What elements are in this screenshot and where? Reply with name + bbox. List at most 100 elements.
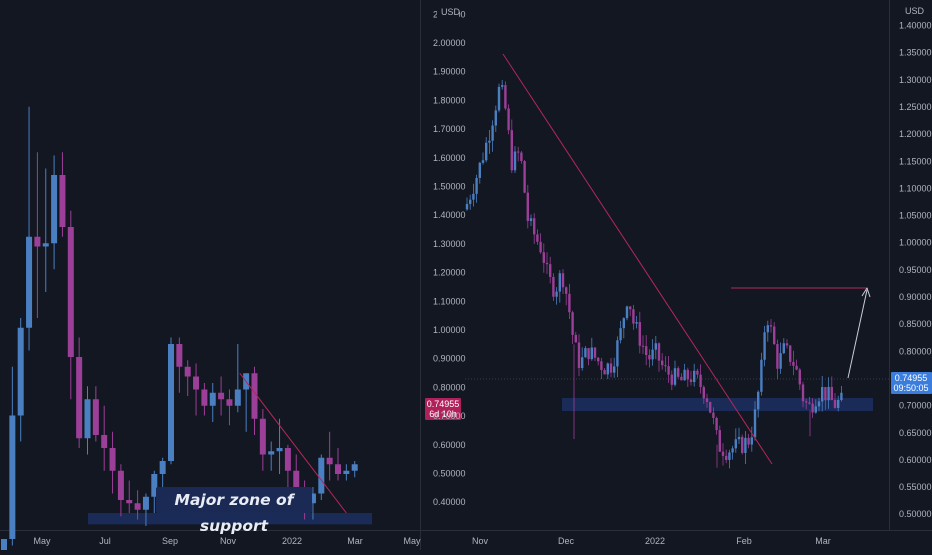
- candle-body: [657, 343, 661, 361]
- candle-body: [67, 227, 74, 357]
- candle-body: [201, 389, 208, 406]
- candle-body: [808, 402, 811, 404]
- x-tick-label: 2022: [282, 536, 302, 546]
- candle-body: [1, 539, 7, 555]
- candle-body: [801, 384, 805, 402]
- candle-body: [552, 276, 555, 297]
- candle-body: [709, 401, 712, 413]
- candle-body: [654, 343, 657, 350]
- candle-body: [645, 346, 648, 356]
- candle-body: [680, 376, 683, 381]
- candle-body: [769, 325, 773, 327]
- right-axis-tick-label: 1.10000: [899, 183, 932, 193]
- candle-body: [609, 363, 613, 373]
- candle-body: [629, 306, 632, 310]
- candle-body: [581, 357, 584, 369]
- candle-body: [584, 348, 587, 358]
- candle-body: [712, 412, 715, 418]
- candle-body: [343, 470, 350, 474]
- countdown-label: 09:50:05: [893, 383, 928, 393]
- candle-body: [209, 392, 216, 406]
- candle-body: [795, 365, 798, 370]
- right-axis-tick-label: 1.00000: [899, 238, 932, 248]
- candle-body: [259, 418, 266, 455]
- candle-body: [478, 162, 481, 178]
- candle-body: [705, 398, 709, 402]
- candle-body: [731, 448, 734, 453]
- candle-body: [159, 461, 166, 474]
- candle-body: [168, 344, 174, 461]
- candle-body: [811, 403, 814, 413]
- candle-body: [351, 464, 358, 471]
- candle-body: [824, 387, 827, 401]
- x-tick-label: Nov: [220, 536, 237, 546]
- candle-body: [568, 293, 571, 313]
- candle-body: [488, 140, 491, 143]
- y-tick-label: 0.90000: [433, 354, 466, 364]
- candle-body: [176, 344, 183, 367]
- candle-body: [779, 353, 782, 369]
- candle-body: [830, 386, 833, 401]
- candle-body: [789, 345, 792, 362]
- candle-body: [542, 252, 545, 263]
- candle-body: [34, 236, 41, 247]
- candle-body: [757, 391, 760, 410]
- unit-badge: [437, 5, 459, 18]
- candle-body: [276, 448, 283, 452]
- candle-body: [763, 332, 766, 360]
- candle-body: [126, 500, 133, 504]
- right-axis-tick-label: 1.25000: [899, 102, 932, 112]
- candle-body: [475, 177, 478, 194]
- y-tick-label: 1.80000: [433, 95, 466, 105]
- y-tick-label: 0.40000: [433, 497, 466, 507]
- candle-body: [622, 318, 625, 329]
- candle-body: [504, 85, 507, 109]
- candle-body: [689, 379, 693, 383]
- candle-body: [840, 392, 843, 400]
- support-zone-annotation: Major zone of support: [156, 487, 312, 535]
- x-tick-label: Nov: [472, 536, 489, 546]
- y-tick-label: 0.60000: [433, 440, 466, 450]
- right-axis-tick-label: 0.70000: [899, 401, 932, 411]
- candle-body: [587, 348, 590, 360]
- candle-body: [664, 365, 667, 367]
- candle-body: [510, 130, 513, 171]
- candle-body: [549, 264, 552, 277]
- candle-body: [625, 306, 629, 319]
- candle-body: [600, 361, 603, 370]
- candle-body: [590, 347, 593, 360]
- right-axis-tick-label: 1.20000: [899, 129, 932, 139]
- candle-body: [734, 439, 737, 449]
- y-tick-label: 0.80000: [433, 382, 466, 392]
- y-tick-label: 1.20000: [433, 268, 466, 278]
- candle-body: [539, 241, 542, 253]
- candle-body: [513, 151, 517, 171]
- candle-body: [318, 457, 325, 494]
- right-unit-badge: [901, 4, 923, 17]
- candle-body: [613, 366, 616, 373]
- candle-body: [284, 448, 291, 471]
- candle-body: [651, 349, 654, 360]
- candle-body: [101, 435, 108, 448]
- candle-body: [792, 361, 795, 366]
- candle-body: [142, 496, 149, 510]
- right-axis-tick-label: 1.15000: [899, 156, 932, 166]
- candle-body: [17, 327, 24, 416]
- candle-body: [9, 415, 16, 539]
- candle-body: [619, 328, 622, 341]
- candle-body: [472, 193, 475, 200]
- candle-body: [59, 175, 66, 227]
- candle-body: [577, 342, 581, 369]
- candle-body: [760, 359, 763, 392]
- candle-body: [677, 368, 680, 377]
- trendline: [239, 372, 347, 514]
- candle-body: [606, 363, 609, 375]
- right-axis-tick-label: 1.30000: [899, 75, 932, 85]
- candle-body: [491, 125, 494, 141]
- support-zone: [88, 513, 372, 525]
- candle-body: [632, 309, 635, 324]
- candle-body: [638, 322, 641, 346]
- x-tick-label: Mar: [347, 536, 363, 546]
- countdown-label: 6d 10h: [429, 409, 457, 419]
